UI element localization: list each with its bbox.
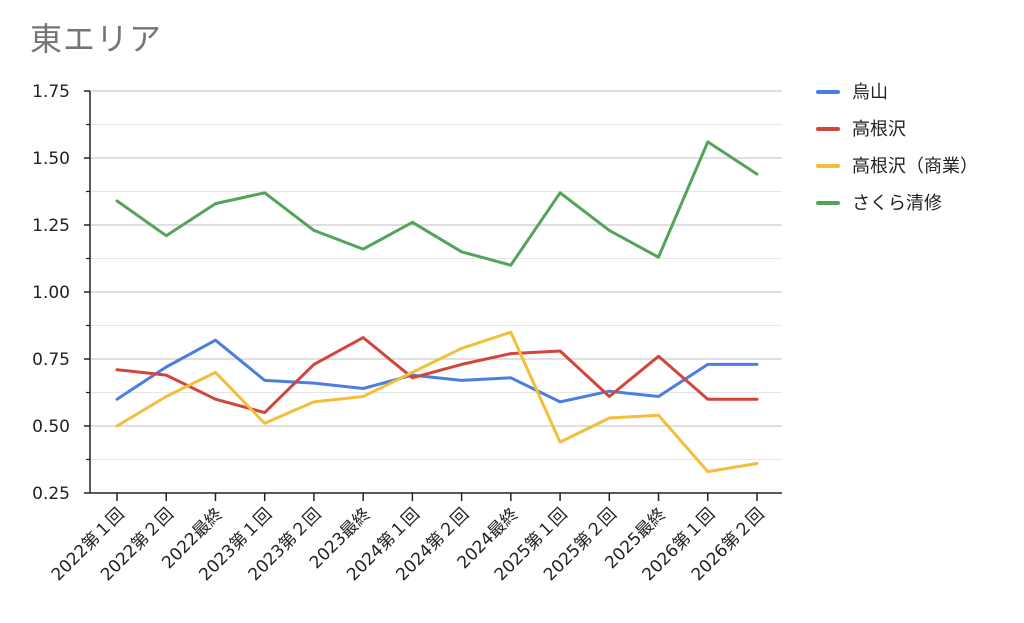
series-line <box>115 140 759 267</box>
legend-label: 高根沢 <box>852 119 906 140</box>
x-tick-labels: 2022第１回2022第２回2022最終2023第１回2023第２回2023最終… <box>48 504 769 585</box>
axes <box>84 90 782 501</box>
legend-label: さくら清修 <box>852 193 942 214</box>
series-line <box>115 336 759 415</box>
legend-label: 高根沢（商業） <box>852 156 978 177</box>
chart-title: 東エリア <box>30 20 163 58</box>
y-tick-label: 1.50 <box>32 149 70 169</box>
series-line <box>115 330 759 474</box>
y-tick-label: 1.00 <box>32 283 70 303</box>
y-tick-label: 1.75 <box>32 82 70 102</box>
y-tick-label: 1.25 <box>32 216 70 236</box>
y-tick-label: 0.50 <box>32 417 70 437</box>
y-tick-label: 0.75 <box>32 350 70 370</box>
series-lines <box>115 140 759 474</box>
gridlines <box>90 90 782 460</box>
series-line <box>115 338 759 404</box>
y-tick-labels: 0.25 0.50 0.75 1.00 1.25 1.50 1.75 <box>32 82 70 504</box>
legend-label: 烏山 <box>852 82 888 103</box>
y-tick-label: 0.25 <box>32 484 70 504</box>
